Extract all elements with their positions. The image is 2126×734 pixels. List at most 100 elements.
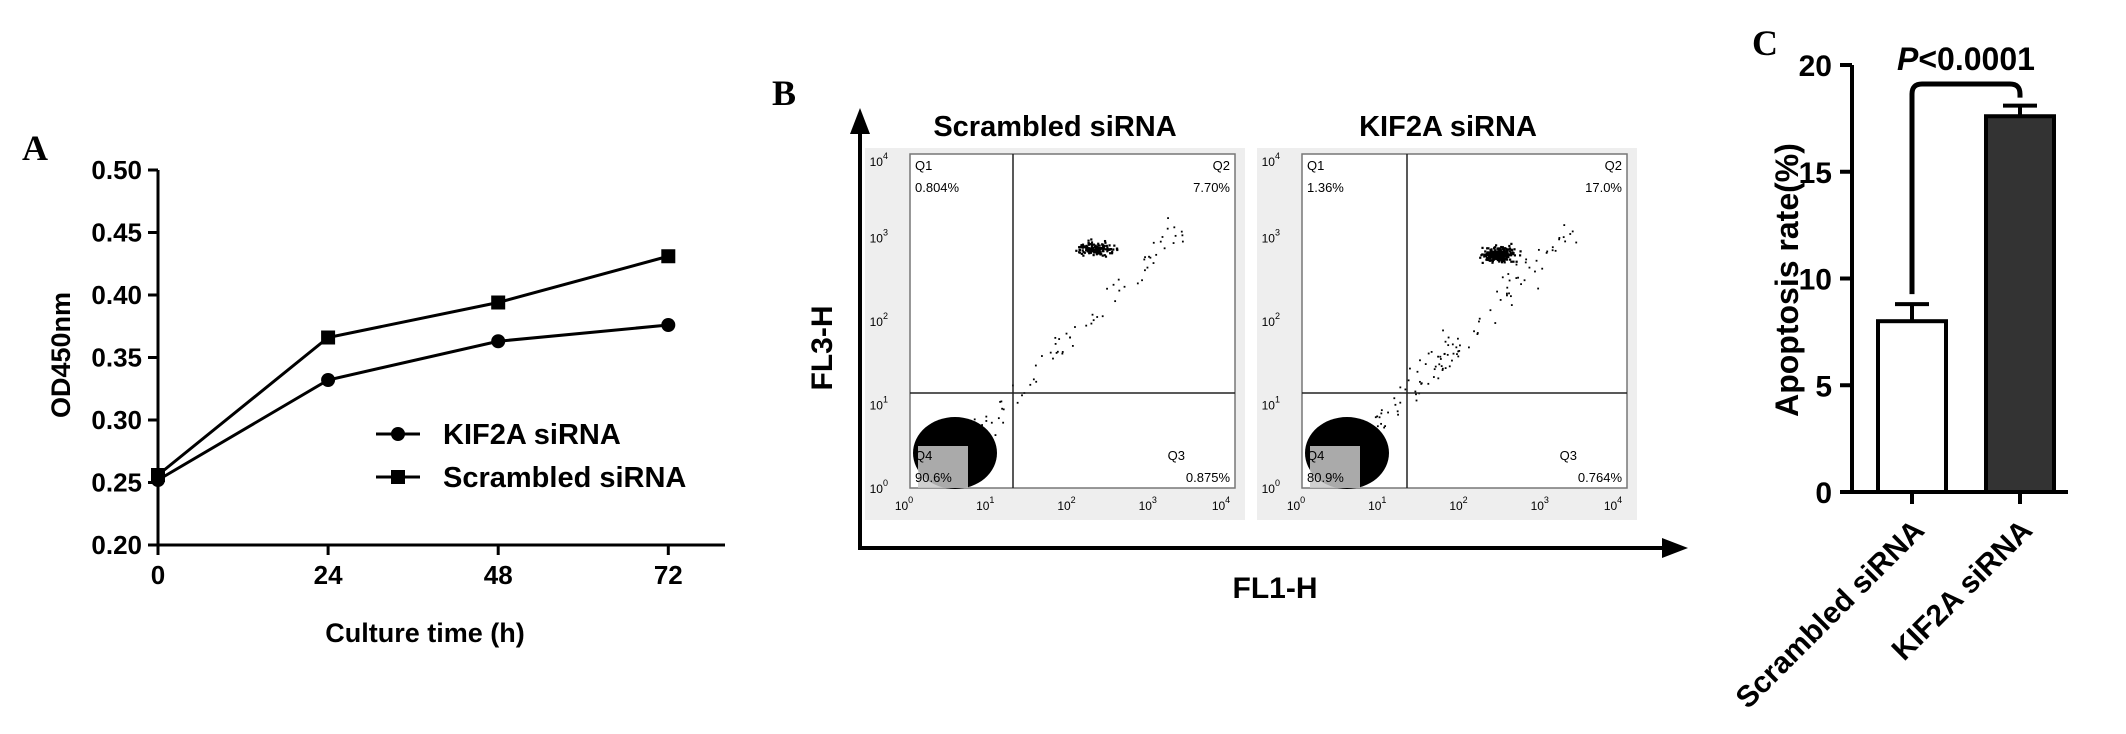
y-log-tick-label: 103 xyxy=(1262,228,1280,246)
category-label: Scrambled siRNA xyxy=(1730,514,1931,715)
event-dot xyxy=(1090,322,1093,325)
event-dot xyxy=(1498,256,1501,259)
event-dot xyxy=(1166,227,1169,230)
event-dot xyxy=(1092,248,1096,252)
tick-exponent: 1 xyxy=(989,495,994,505)
quadrant-name-q3: Q3 xyxy=(1168,448,1185,463)
event-dot xyxy=(1486,254,1489,257)
event-dot xyxy=(973,418,976,421)
event-dot xyxy=(1537,287,1540,290)
event-dot xyxy=(1535,259,1538,262)
event-dot xyxy=(1144,256,1146,259)
event-dot xyxy=(1427,382,1430,385)
event-dot xyxy=(1082,254,1085,257)
x-log-tick-label: 103 xyxy=(1139,495,1157,513)
event-dot xyxy=(1485,252,1489,256)
series-line-2 xyxy=(157,254,669,477)
event-dot xyxy=(1106,250,1109,253)
event-dot xyxy=(1517,276,1519,279)
dot-plot-2: KIF2A siRNA Q1 1.36% Q2 17.0% Q30.764% Q4 80.9%… xyxy=(1257,111,1637,520)
event-dot xyxy=(1101,254,1104,257)
event-dot xyxy=(1457,337,1459,340)
event-dot xyxy=(1080,252,1083,255)
event-dot xyxy=(1505,256,1508,259)
event-dot xyxy=(1494,250,1497,253)
event-dot xyxy=(1503,257,1506,260)
y-log-tick-label: 100 xyxy=(1262,478,1280,496)
event-dot xyxy=(985,420,988,422)
event-dot xyxy=(1101,245,1105,248)
event-dot xyxy=(1081,244,1084,247)
event-dot xyxy=(1109,252,1112,255)
event-dot xyxy=(1099,253,1102,256)
event-dot xyxy=(1441,369,1444,371)
event-dot xyxy=(1387,411,1389,414)
event-dot xyxy=(1503,259,1506,262)
event-dot xyxy=(1459,344,1461,347)
event-dot xyxy=(1101,243,1104,247)
event-dot xyxy=(994,434,997,436)
event-dot xyxy=(1447,336,1450,339)
event-dot xyxy=(1034,364,1037,367)
event-dot xyxy=(1508,247,1512,250)
event-dot xyxy=(1055,351,1058,354)
y-tick-label: 0.20 xyxy=(91,530,142,560)
event-dot xyxy=(1434,365,1437,368)
panel-b-letter: B xyxy=(772,73,796,113)
x-log-tick-label: 102 xyxy=(1449,495,1467,513)
event-dot xyxy=(999,400,1002,403)
event-dot xyxy=(1103,254,1106,257)
y-tick-label: 15 xyxy=(1799,157,1832,190)
event-dot xyxy=(1397,413,1399,416)
event-dot xyxy=(1106,287,1108,290)
event-dot xyxy=(1383,426,1386,429)
event-dot xyxy=(1089,249,1092,252)
event-dot xyxy=(1152,262,1155,264)
event-dot xyxy=(1489,251,1492,254)
event-dot xyxy=(1496,258,1499,262)
event-dot xyxy=(1575,241,1578,244)
data-point xyxy=(491,334,506,349)
event-dot xyxy=(1504,247,1507,250)
event-dot xyxy=(1087,247,1090,250)
panel-b-xlabel: FL1-H xyxy=(1233,572,1318,605)
x-tick-label: 0 xyxy=(151,560,165,590)
event-dot xyxy=(1041,355,1043,357)
event-dot xyxy=(1104,248,1108,251)
event-dot xyxy=(1108,244,1111,247)
event-dot xyxy=(1443,353,1446,355)
event-dot xyxy=(1416,370,1419,373)
event-dot xyxy=(1102,248,1105,252)
event-dot xyxy=(1061,351,1064,353)
event-dot xyxy=(1510,295,1512,298)
event-dot xyxy=(1161,236,1164,238)
x-log-tick-label: 102 xyxy=(1057,495,1075,513)
event-dot xyxy=(1509,258,1512,261)
event-dot xyxy=(1562,236,1565,239)
event-dot xyxy=(1473,330,1475,333)
y-tick-label: 0.25 xyxy=(91,468,142,498)
event-dot xyxy=(1495,244,1498,247)
tick-exponent: 3 xyxy=(883,228,888,238)
event-dot xyxy=(1407,379,1410,382)
q4-label-backdrop xyxy=(918,446,968,488)
event-dot xyxy=(1571,230,1574,233)
event-dot xyxy=(1149,256,1152,259)
event-dot xyxy=(1113,244,1116,247)
event-dot xyxy=(1491,254,1495,257)
panel-a-legend: KIF2A siRNA Scrambled siRNA xyxy=(376,419,686,494)
event-dot xyxy=(1457,355,1460,358)
event-dot xyxy=(1141,279,1143,282)
event-dot xyxy=(1104,241,1107,244)
tick-base: 10 xyxy=(1368,499,1382,513)
event-dot xyxy=(1069,336,1071,339)
event-dot xyxy=(1437,355,1439,358)
event-dot xyxy=(1092,254,1095,257)
event-dot xyxy=(1476,333,1479,335)
tick-exponent: 2 xyxy=(1275,311,1280,321)
event-dot xyxy=(1512,260,1515,263)
event-dot xyxy=(1558,237,1561,239)
event-dot xyxy=(1114,300,1117,303)
y-tick-label: 0 xyxy=(1815,477,1832,510)
